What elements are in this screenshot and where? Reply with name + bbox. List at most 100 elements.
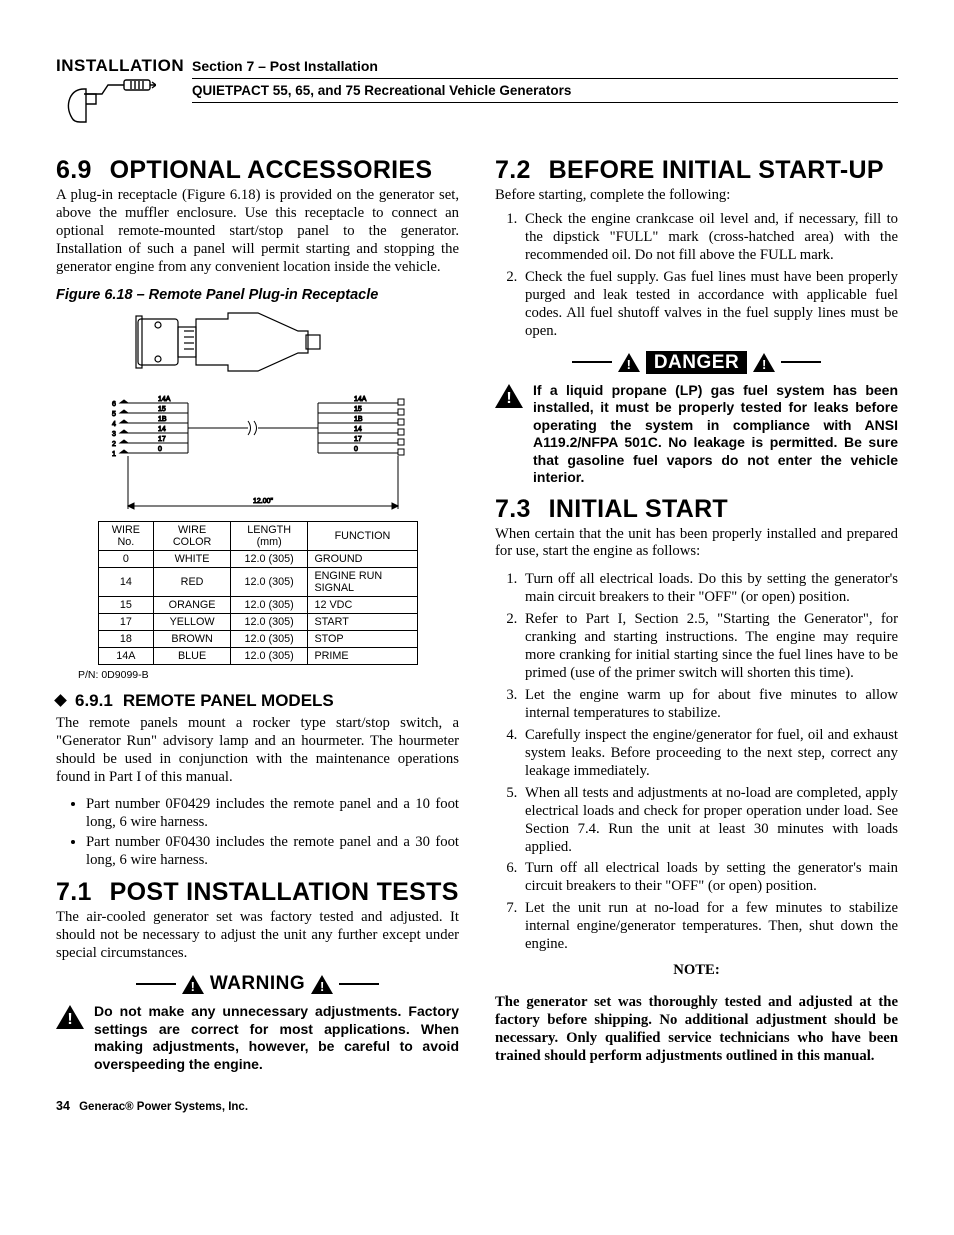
sub-title: REMOTE PANEL MODELS (123, 691, 334, 711)
table-cell: 0 (98, 550, 154, 567)
heading-title: BEFORE INITIAL START-UP (549, 156, 884, 185)
heading-7-2: 7.2 BEFORE INITIAL START-UP (495, 156, 898, 185)
list-item: Refer to Part I, Section 2.5, "Starting … (521, 611, 898, 683)
svg-text:4: 4 (112, 421, 116, 428)
svg-text:0: 0 (354, 446, 358, 453)
table-cell: 12 VDC (308, 596, 417, 613)
svg-text:14A: 14A (158, 396, 171, 403)
table-cell: BLUE (154, 647, 231, 664)
heading-6-9-1: 6.9.1 REMOTE PANEL MODELS (56, 691, 459, 711)
para-6-9: A plug-in receptacle (Figure 6.18) is pr… (56, 187, 459, 277)
table-cell: 18 (98, 630, 154, 647)
list-item: Let the engine warm up for about five mi… (521, 687, 898, 723)
table-header-row: WIRE No. WIRE COLOR LENGTH (mm) FUNCTION (98, 521, 417, 550)
list-item: Turn off all electrical loads. Do this b… (521, 571, 898, 607)
figure-6-18: 6 5 4 3 2 1 (98, 311, 418, 665)
warning-triangle-icon: ! (56, 1005, 84, 1029)
rule-right (339, 983, 379, 985)
para-7-2: Before starting, complete the following: (495, 187, 898, 205)
warning-label: WARNING (210, 973, 305, 995)
table-cell: GROUND (308, 550, 417, 567)
table-row: 14RED12.0 (305)ENGINE RUN SIGNAL (98, 567, 417, 596)
heading-title: INITIAL START (549, 495, 728, 524)
table-cell: START (308, 613, 417, 630)
danger-triangle-icon: ! (753, 353, 775, 372)
rule-left (572, 361, 612, 363)
heading-num: 6.9 (56, 156, 92, 185)
list-item: When all tests and adjustments at no-loa… (521, 785, 898, 857)
svg-text:17: 17 (354, 436, 362, 443)
sub-num: 6.9.1 (75, 691, 113, 711)
note-heading: NOTE: (495, 962, 898, 979)
part-number: P/N: 0D9099-B (78, 669, 459, 681)
svg-text:3: 3 (112, 431, 116, 438)
table-cell: ORANGE (154, 596, 231, 613)
svg-text:6: 6 (112, 401, 116, 408)
danger-triangle-icon: ! (495, 384, 523, 408)
installation-word: INSTALLATION (56, 56, 174, 76)
table-row: 14ABLUE12.0 (305)PRIME (98, 647, 417, 664)
note-body: The generator set was thoroughly tested … (495, 994, 898, 1066)
table-cell: 12.0 (305) (230, 567, 308, 596)
svg-text:17: 17 (158, 436, 166, 443)
diamond-icon (54, 694, 67, 707)
table-cell: STOP (308, 630, 417, 647)
danger-label: DANGER (646, 351, 747, 374)
table-cell: 15 (98, 596, 154, 613)
warning-triangle-icon: ! (311, 975, 333, 994)
installation-badge: INSTALLATION (56, 56, 174, 126)
figure-caption: Figure 6.18 – Remote Panel Plug-in Recep… (56, 287, 459, 303)
footer-company: Generac® Power Systems, Inc. (79, 1101, 248, 1113)
svg-text:0: 0 (158, 446, 162, 453)
th-wire-color: WIRE COLOR (154, 521, 231, 550)
heading-num: 7.3 (495, 495, 531, 524)
list-item: Let the unit run at no-load for a few mi… (521, 900, 898, 954)
svg-text:2: 2 (112, 441, 116, 448)
svg-text:15: 15 (354, 406, 362, 413)
wire-table-body: 0WHITE12.0 (305)GROUND14RED12.0 (305)ENG… (98, 550, 417, 664)
heading-7-3: 7.3 INITIAL START (495, 495, 898, 524)
para-7-1: The air-cooled generator set was factory… (56, 909, 459, 963)
list-7-3: Turn off all electrical loads. Do this b… (495, 571, 898, 954)
page-header: INSTALLATION Section 7 – Post Installati… (56, 56, 898, 126)
danger-notice: ! If a liquid propane (LP) gas fuel syst… (495, 382, 898, 487)
nozzle-icon (56, 76, 156, 126)
svg-text:1B: 1B (158, 416, 167, 423)
table-cell: 12.0 (305) (230, 613, 308, 630)
heading-num: 7.1 (56, 878, 92, 907)
rule-left (136, 983, 176, 985)
page: INSTALLATION Section 7 – Post Installati… (0, 0, 954, 1143)
rule-right (781, 361, 821, 363)
svg-text:1B: 1B (354, 416, 363, 423)
table-cell: 12.0 (305) (230, 647, 308, 664)
danger-callout: ! DANGER ! (495, 351, 898, 374)
table-cell: BROWN (154, 630, 231, 647)
table-row: 15ORANGE12.0 (305)12 VDC (98, 596, 417, 613)
list-item: Part number 0F0429 includes the remote p… (86, 796, 459, 832)
page-number: 34 (56, 1099, 70, 1113)
table-cell: 12.0 (305) (230, 630, 308, 647)
heading-num: 7.2 (495, 156, 531, 185)
right-column: 7.2 BEFORE INITIAL START-UP Before start… (495, 150, 898, 1081)
table-cell: RED (154, 567, 231, 596)
table-cell: 14A (98, 647, 154, 664)
table-row: 17YELLOW12.0 (305)START (98, 613, 417, 630)
para-6-9-1: The remote panels mount a rocker type st… (56, 715, 459, 787)
table-row: 0WHITE12.0 (305)GROUND (98, 550, 417, 567)
warning-callout: ! WARNING ! (56, 973, 459, 995)
heading-7-1: 7.1 POST INSTALLATION TESTS (56, 878, 459, 907)
svg-text:5: 5 (112, 411, 116, 418)
header-lines: Section 7 – Post Installation QUIETPACT … (192, 56, 898, 103)
para-7-3: When certain that the unit has been prop… (495, 526, 898, 562)
th-length: LENGTH (mm) (230, 521, 308, 550)
warning-triangle-icon: ! (182, 975, 204, 994)
svg-text:12.00": 12.00" (253, 498, 274, 505)
table-cell: 14 (98, 567, 154, 596)
table-cell: PRIME (308, 647, 417, 664)
heading-title: POST INSTALLATION TESTS (110, 878, 459, 907)
svg-text:14: 14 (158, 426, 166, 433)
warning-text: Do not make any unnecessary adjustments.… (94, 1003, 459, 1073)
danger-text: If a liquid propane (LP) gas fuel system… (533, 382, 898, 487)
list-7-2: Check the engine crankcase oil level and… (495, 211, 898, 341)
list-item: Turn off all electrical loads by setting… (521, 860, 898, 896)
